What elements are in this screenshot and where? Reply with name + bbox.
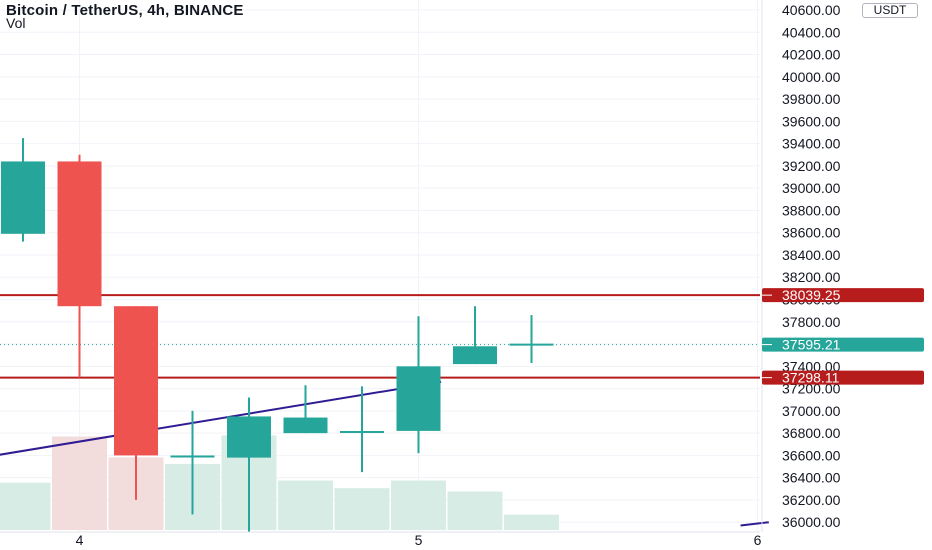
candle-body <box>1 161 45 234</box>
last-price-badge-text: 37595.21 <box>782 337 841 353</box>
level-price-badge-background <box>762 288 924 303</box>
volume-bar <box>447 491 503 530</box>
symbol-title[interactable]: Bitcoin / TetherUS, 4h, BINANCE <box>6 2 244 19</box>
time-axis-label: 5 <box>415 532 423 548</box>
price-axis-label: 36600.00 <box>782 447 841 463</box>
price-axis-label: 39800.00 <box>782 91 841 107</box>
volume-bar <box>391 480 446 530</box>
currency-badge[interactable]: USDT <box>862 3 918 18</box>
price-axis-label: 38400.00 <box>782 247 841 263</box>
volume-bar <box>504 514 559 530</box>
price-axis-label: 40400.00 <box>782 24 841 40</box>
volume-bar <box>334 488 390 530</box>
volume-indicator-label[interactable]: Vol <box>6 15 26 31</box>
price-axis-label: 39200.00 <box>782 158 841 174</box>
price-axis-label: 37800.00 <box>782 314 841 330</box>
price-axis-label: 40600.00 <box>782 2 841 18</box>
candle-body <box>57 161 102 307</box>
candle-body <box>114 306 158 456</box>
price-axis-label: 38200.00 <box>782 269 841 285</box>
price-axis-label: 39400.00 <box>782 136 841 152</box>
price-axis-label: 39600.00 <box>782 113 841 129</box>
price-axis-label: 40200.00 <box>782 47 841 63</box>
price-axis-label: 38800.00 <box>782 202 841 218</box>
volume-bar <box>0 482 51 530</box>
price-axis-label: 36400.00 <box>782 470 841 486</box>
price-axis-label: 38600.00 <box>782 225 841 241</box>
volume-bar <box>278 480 333 530</box>
price-axis-label: 37000.00 <box>782 403 841 419</box>
candle-body <box>227 416 271 458</box>
candle-body <box>453 346 497 365</box>
trend-line <box>0 380 442 456</box>
price-axis-label: 37400.00 <box>782 358 841 374</box>
price-axis-label: 39000.00 <box>782 180 841 196</box>
time-axis-label: 4 <box>76 532 84 548</box>
trend-line <box>740 521 769 527</box>
volume-bar <box>52 436 107 530</box>
time-axis-label: 6 <box>754 532 762 548</box>
candle-body <box>396 366 441 431</box>
level-price-badge-text: 38039.25 <box>782 287 841 303</box>
price-axis-label: 36000.00 <box>782 514 841 530</box>
last-price-badge-background <box>762 337 924 352</box>
level-price-badge-background <box>762 370 924 385</box>
price-axis-label: 40000.00 <box>782 69 841 85</box>
candle-body <box>283 417 328 434</box>
price-axis-label: 36200.00 <box>782 492 841 508</box>
price-axis-label: 36800.00 <box>782 425 841 441</box>
level-price-badge-text: 37298.11 <box>782 370 840 386</box>
